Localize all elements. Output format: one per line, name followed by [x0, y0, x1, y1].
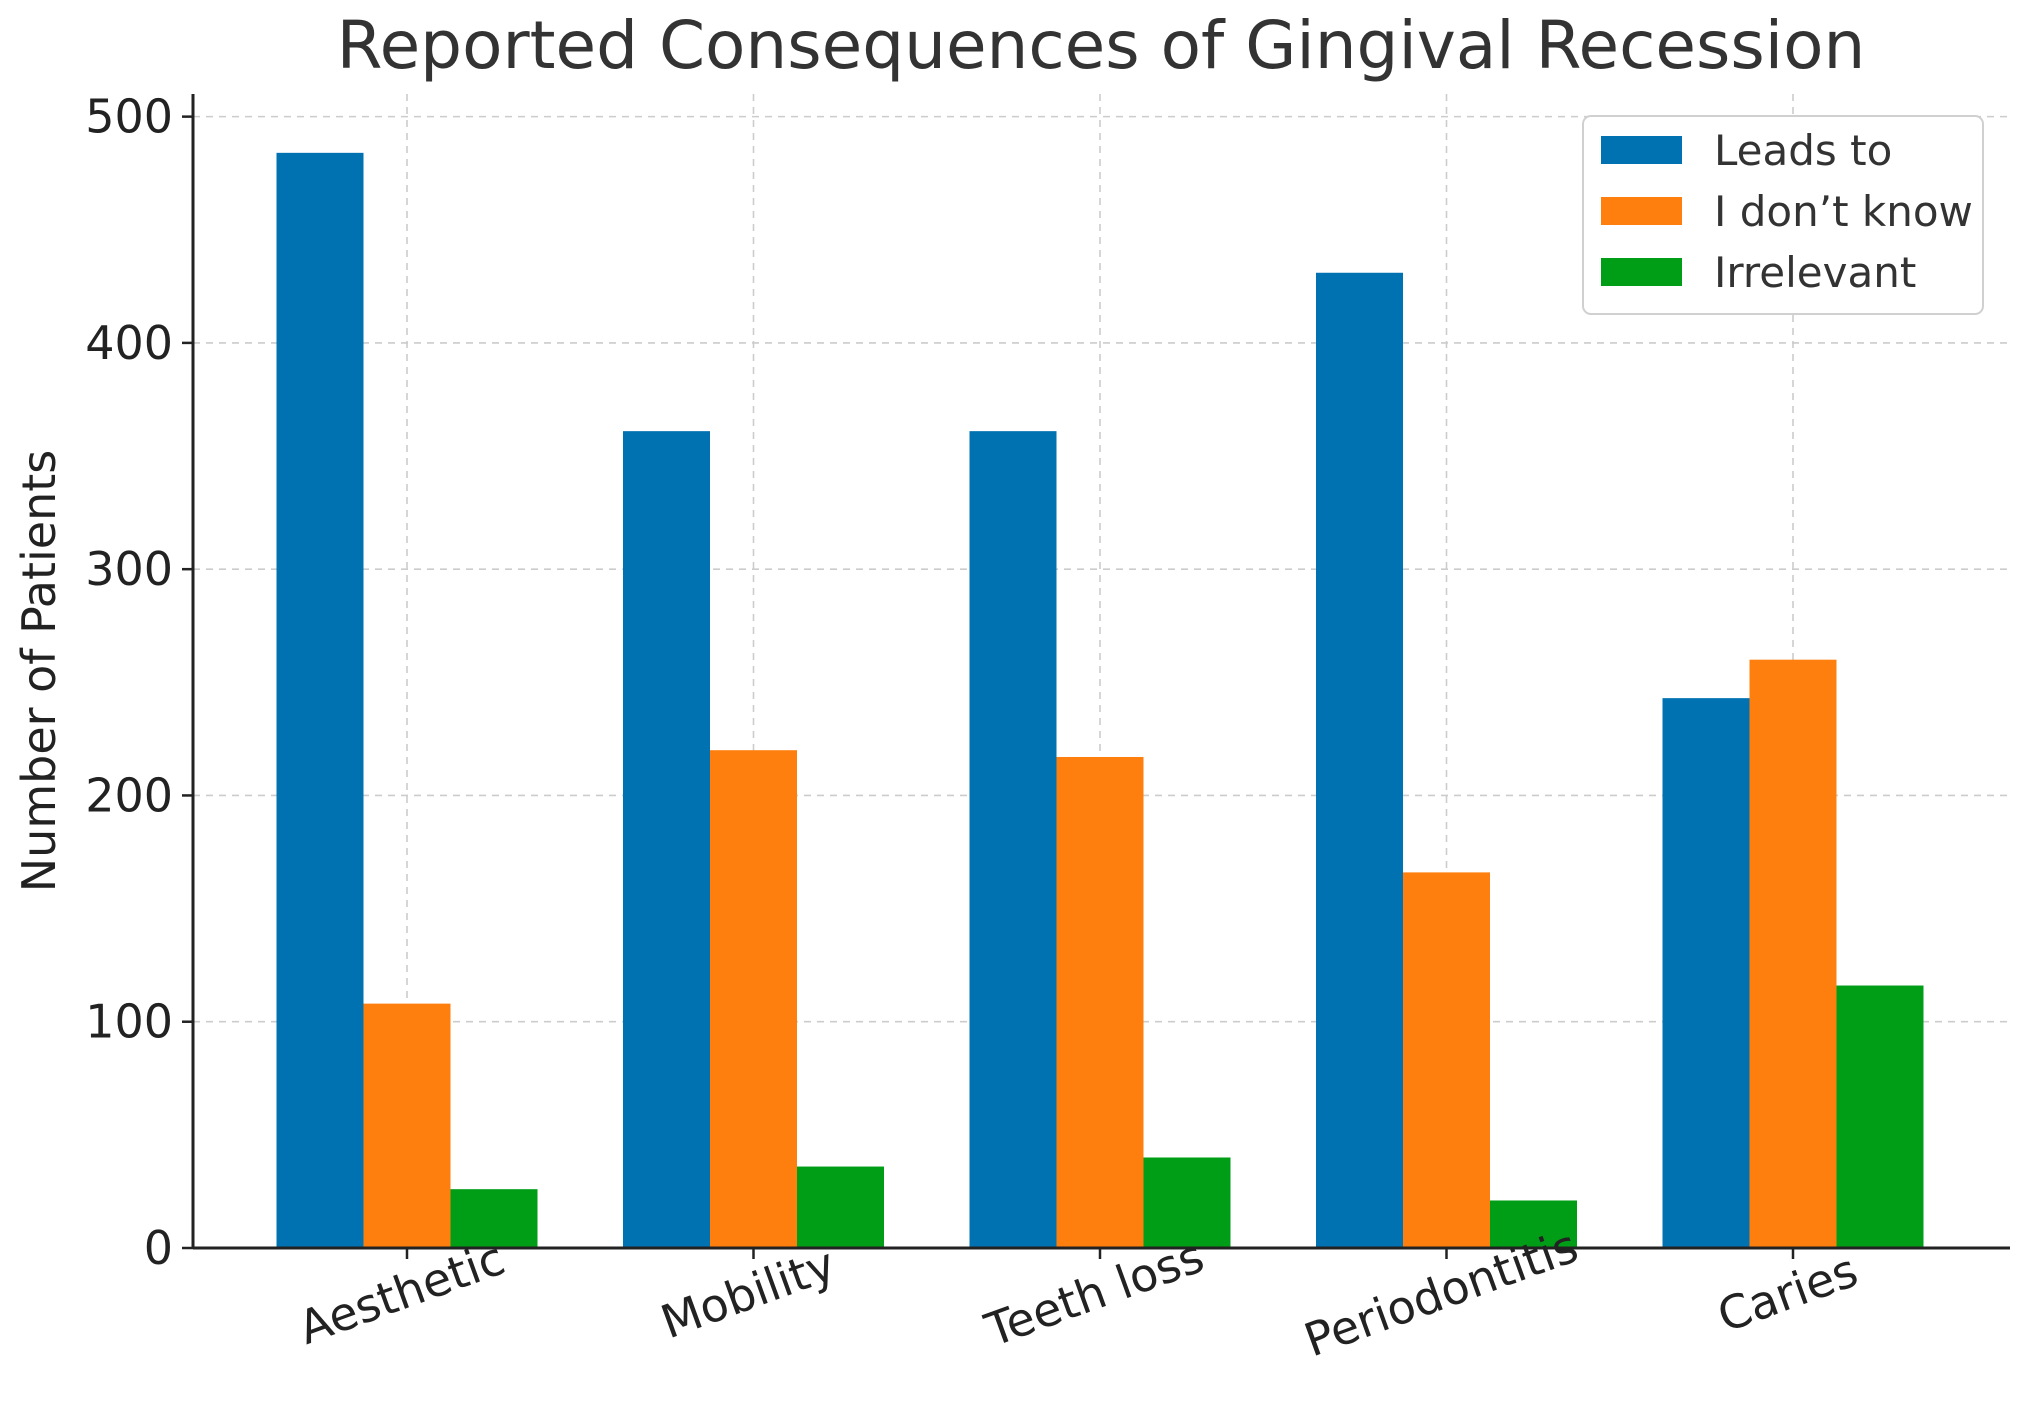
legend-label: Leads to — [1714, 126, 1892, 175]
bar — [1836, 985, 1924, 1248]
axes-layer — [191, 94, 2010, 1250]
y-tick-label: 200 — [85, 768, 173, 822]
x-tick-label: Caries — [1711, 1243, 1865, 1343]
y-axis-title: Number of Patients — [12, 450, 66, 893]
bar — [450, 1189, 538, 1248]
bar — [1490, 1200, 1577, 1248]
legend-items: Leads to I don’t know Irrelevant — [1601, 126, 1973, 297]
bar — [623, 431, 710, 1248]
y-tick-label: 400 — [85, 316, 173, 370]
bar — [1403, 872, 1490, 1248]
x-tick-label: Mobility — [654, 1237, 842, 1350]
legend-swatch — [1601, 258, 1682, 286]
bar — [797, 1166, 884, 1248]
legend-swatch — [1601, 136, 1682, 164]
legend-frame — [1582, 115, 1984, 315]
y-tick-label: 300 — [85, 542, 173, 596]
bar — [276, 152, 364, 1248]
bars-layer — [276, 152, 1924, 1249]
bar — [969, 431, 1057, 1248]
chart-title: Reported Consequences of Gingival Recess… — [337, 7, 1866, 84]
bar — [363, 1003, 451, 1248]
y-tick-label: 100 — [85, 995, 173, 1049]
legend-label: Irrelevant — [1714, 248, 1916, 297]
bar — [1056, 756, 1144, 1248]
legend-swatch — [1601, 197, 1682, 225]
legend: Leads to I don’t know Irrelevant — [1582, 115, 1984, 315]
bar — [1143, 1157, 1231, 1248]
y-tick-label: 0 — [144, 1221, 173, 1275]
bar — [1749, 659, 1837, 1248]
bar — [1316, 272, 1403, 1249]
x-tick-label: Aesthetic — [291, 1231, 511, 1355]
bar — [710, 750, 797, 1248]
legend-label: I don’t know — [1714, 187, 1973, 236]
y-tick-label: 500 — [85, 90, 173, 144]
bar — [1662, 698, 1750, 1248]
